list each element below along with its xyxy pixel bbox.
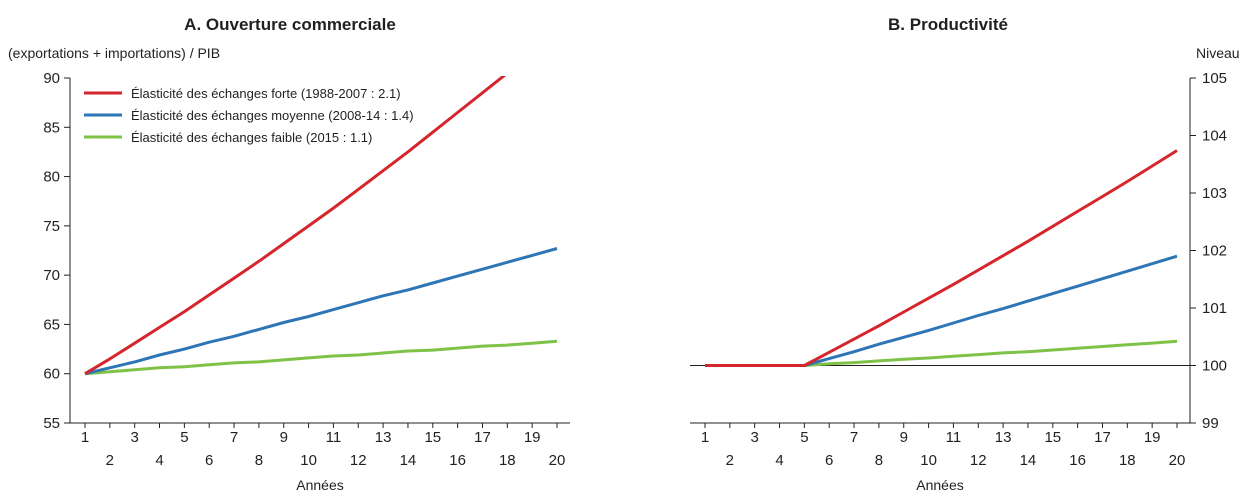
panel-b-title: B. Productivité [888,15,1008,34]
x-tick-label: 7 [850,429,858,446]
x-tick-label: 3 [131,429,139,446]
x-tick-label: 18 [1119,452,1136,469]
panel-a-series [84,76,558,376]
series-line-moyenne [84,247,558,376]
x-tick-label: 18 [499,452,516,469]
y-tick-label: 65 [43,316,60,333]
x-tick-label: 2 [106,452,114,469]
x-tick-label: 16 [449,452,466,469]
x-tick-label: 7 [230,429,238,446]
series-line-forte [705,149,1178,367]
x-tick-label: 17 [1094,429,1111,446]
x-tick-label: 4 [775,452,783,469]
y-tick-label: 105 [1202,70,1227,87]
x-tick-label: 14 [400,452,417,469]
x-tick-label: 17 [474,429,491,446]
x-tick-label: 10 [920,452,937,469]
y-tick-label: 101 [1202,300,1227,317]
x-tick-label: 20 [549,452,566,469]
panel-b: B. Productivité Niveau Années 9910010110… [690,15,1240,493]
x-tick-label: 9 [280,429,288,446]
y-tick-label: 70 [43,267,60,284]
x-tick-label: 4 [155,452,163,469]
legend-label: Élasticité des échanges moyenne (2008-14… [131,108,414,123]
series-line-faible [705,339,1178,367]
x-tick-label: 12 [350,452,367,469]
legend: Élasticité des échanges forte (1988-2007… [84,86,414,145]
x-tick-label: 1 [81,429,89,446]
panel-b-x-ticks: 1 3 5 7 9 11 13 15 17 192 4 6 8 10 12 14 16 18 20 [701,423,1186,469]
x-tick-label: 6 [825,452,833,469]
y-tick-label: 90 [43,70,60,87]
x-tick-label: 12 [970,452,987,469]
y-tick-label: 99 [1202,415,1219,432]
y-tick-label: 80 [43,169,60,186]
x-tick-label: 5 [180,429,188,446]
x-tick-label: 20 [1169,452,1186,469]
panel-b-y-ticks: 99 100 101 102 103 104 105 [1190,70,1227,432]
series-line-moyenne [705,254,1178,367]
x-tick-label: 15 [1044,429,1061,446]
y-tick-label: 104 [1202,128,1227,145]
x-tick-label: 6 [205,452,213,469]
x-tick-label: 8 [875,452,883,469]
y-tick-label: 85 [43,119,60,136]
panel-b-ylabel: Niveau [1196,45,1240,61]
x-tick-label: 16 [1069,452,1086,469]
x-tick-label: 19 [524,429,541,446]
x-tick-label: 15 [424,429,441,446]
x-tick-label: 19 [1144,429,1161,446]
x-tick-label: 1 [701,429,709,446]
x-tick-label: 8 [255,452,263,469]
y-tick-label: 103 [1202,185,1227,202]
panel-a-title: A. Ouverture commerciale [184,15,396,34]
series-line-faible [84,339,558,376]
y-tick-label: 102 [1202,243,1227,260]
x-tick-label: 9 [900,429,908,446]
x-tick-label: 10 [300,452,317,469]
y-tick-label: 55 [43,415,60,432]
x-tick-label: 14 [1020,452,1037,469]
x-tick-label: 11 [946,429,962,446]
x-tick-label: 5 [800,429,808,446]
y-tick-label: 100 [1202,358,1227,375]
legend-label: Élasticité des échanges forte (1988-2007… [131,86,401,101]
panel-a-x-ticks: 1 3 5 7 9 11 13 15 17 192 4 6 8 10 12 14 16 18 20 [81,423,566,469]
series-line-forte [84,76,507,375]
legend-label: Élasticité des échanges faible (2015 : 1… [131,130,372,145]
y-tick-label: 75 [43,218,60,235]
y-tick-label: 60 [43,366,60,383]
panel-a-y-ticks: 55 60 65 70 75 80 85 90 [43,70,70,432]
panel-a: A. Ouverture commerciale (exportations +… [8,15,570,493]
x-tick-label: 11 [326,429,342,446]
x-tick-label: 2 [726,452,734,469]
panel-a-ylabel: (exportations + importations) / PIB [8,45,220,61]
x-tick-label: 13 [995,429,1012,446]
panel-a-xlabel: Années [296,477,343,493]
panel-b-xlabel: Années [916,477,963,493]
x-tick-label: 3 [751,429,759,446]
panel-b-series [705,149,1178,367]
x-tick-label: 13 [375,429,392,446]
